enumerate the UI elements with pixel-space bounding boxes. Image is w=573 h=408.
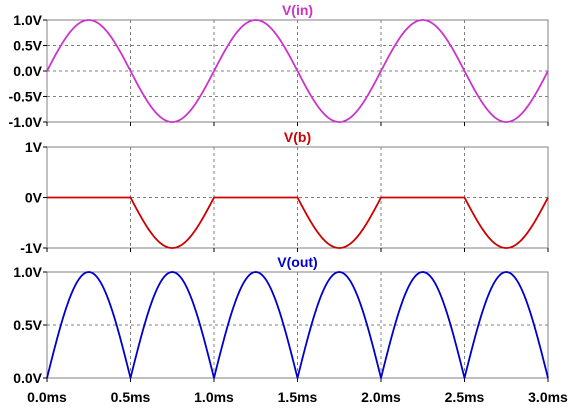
y-tick-label: 0.5V [13, 38, 42, 54]
chart-panels: 1.0V0.5V0.0V-0.5V-1.0VV(in)1V0V-1VV(b)1.… [9, 2, 549, 386]
panel-3: 1.0V 0.5V 0.0V V(out) [13, 254, 549, 386]
x-tick-label: 0.0ms [27, 389, 67, 405]
series-line-V(in) [46, 19, 549, 123]
x-tick-label: 1.0ms [194, 389, 234, 405]
y-tick-label: 1.0V [13, 12, 42, 28]
y-tick-label: 0.5V [13, 317, 42, 333]
x-tick-label: 2.0ms [361, 389, 401, 405]
series-line-V(out) [46, 271, 549, 379]
y-tick-label: 0V [25, 190, 43, 206]
y-tick-label: -1.0V [9, 114, 43, 130]
y-tick-label: 1.0V [13, 264, 42, 280]
x-tick-label: 3.0ms [528, 389, 568, 405]
panel-title: V(b) [284, 129, 311, 145]
y-tick-label: -0.5V [9, 89, 43, 105]
y-tick-label: 0.0V [13, 370, 42, 386]
x-tick-label: 0.5ms [111, 389, 151, 405]
x-tick-label: 2.5ms [445, 389, 485, 405]
y-tick-label: -1V [20, 240, 42, 256]
y-tick-label: 0.0V [13, 63, 42, 79]
series-line-V(b) [46, 196, 549, 249]
y-tick-label: 1V [25, 139, 43, 155]
panel-title: V(in) [282, 2, 313, 18]
panel-1: 1.0V 0.5V 0.0V -0.5V -1.0V V(in) [9, 2, 549, 130]
x-axis: 0.0ms 0.5ms 1.0ms 1.5ms 2.0ms 2.5ms 3.0ms [27, 389, 568, 405]
panel-2: 1V 0V -1V V(b) [20, 129, 549, 256]
panel-title: V(out) [277, 254, 317, 270]
x-tick-label: 1.5ms [278, 389, 318, 405]
